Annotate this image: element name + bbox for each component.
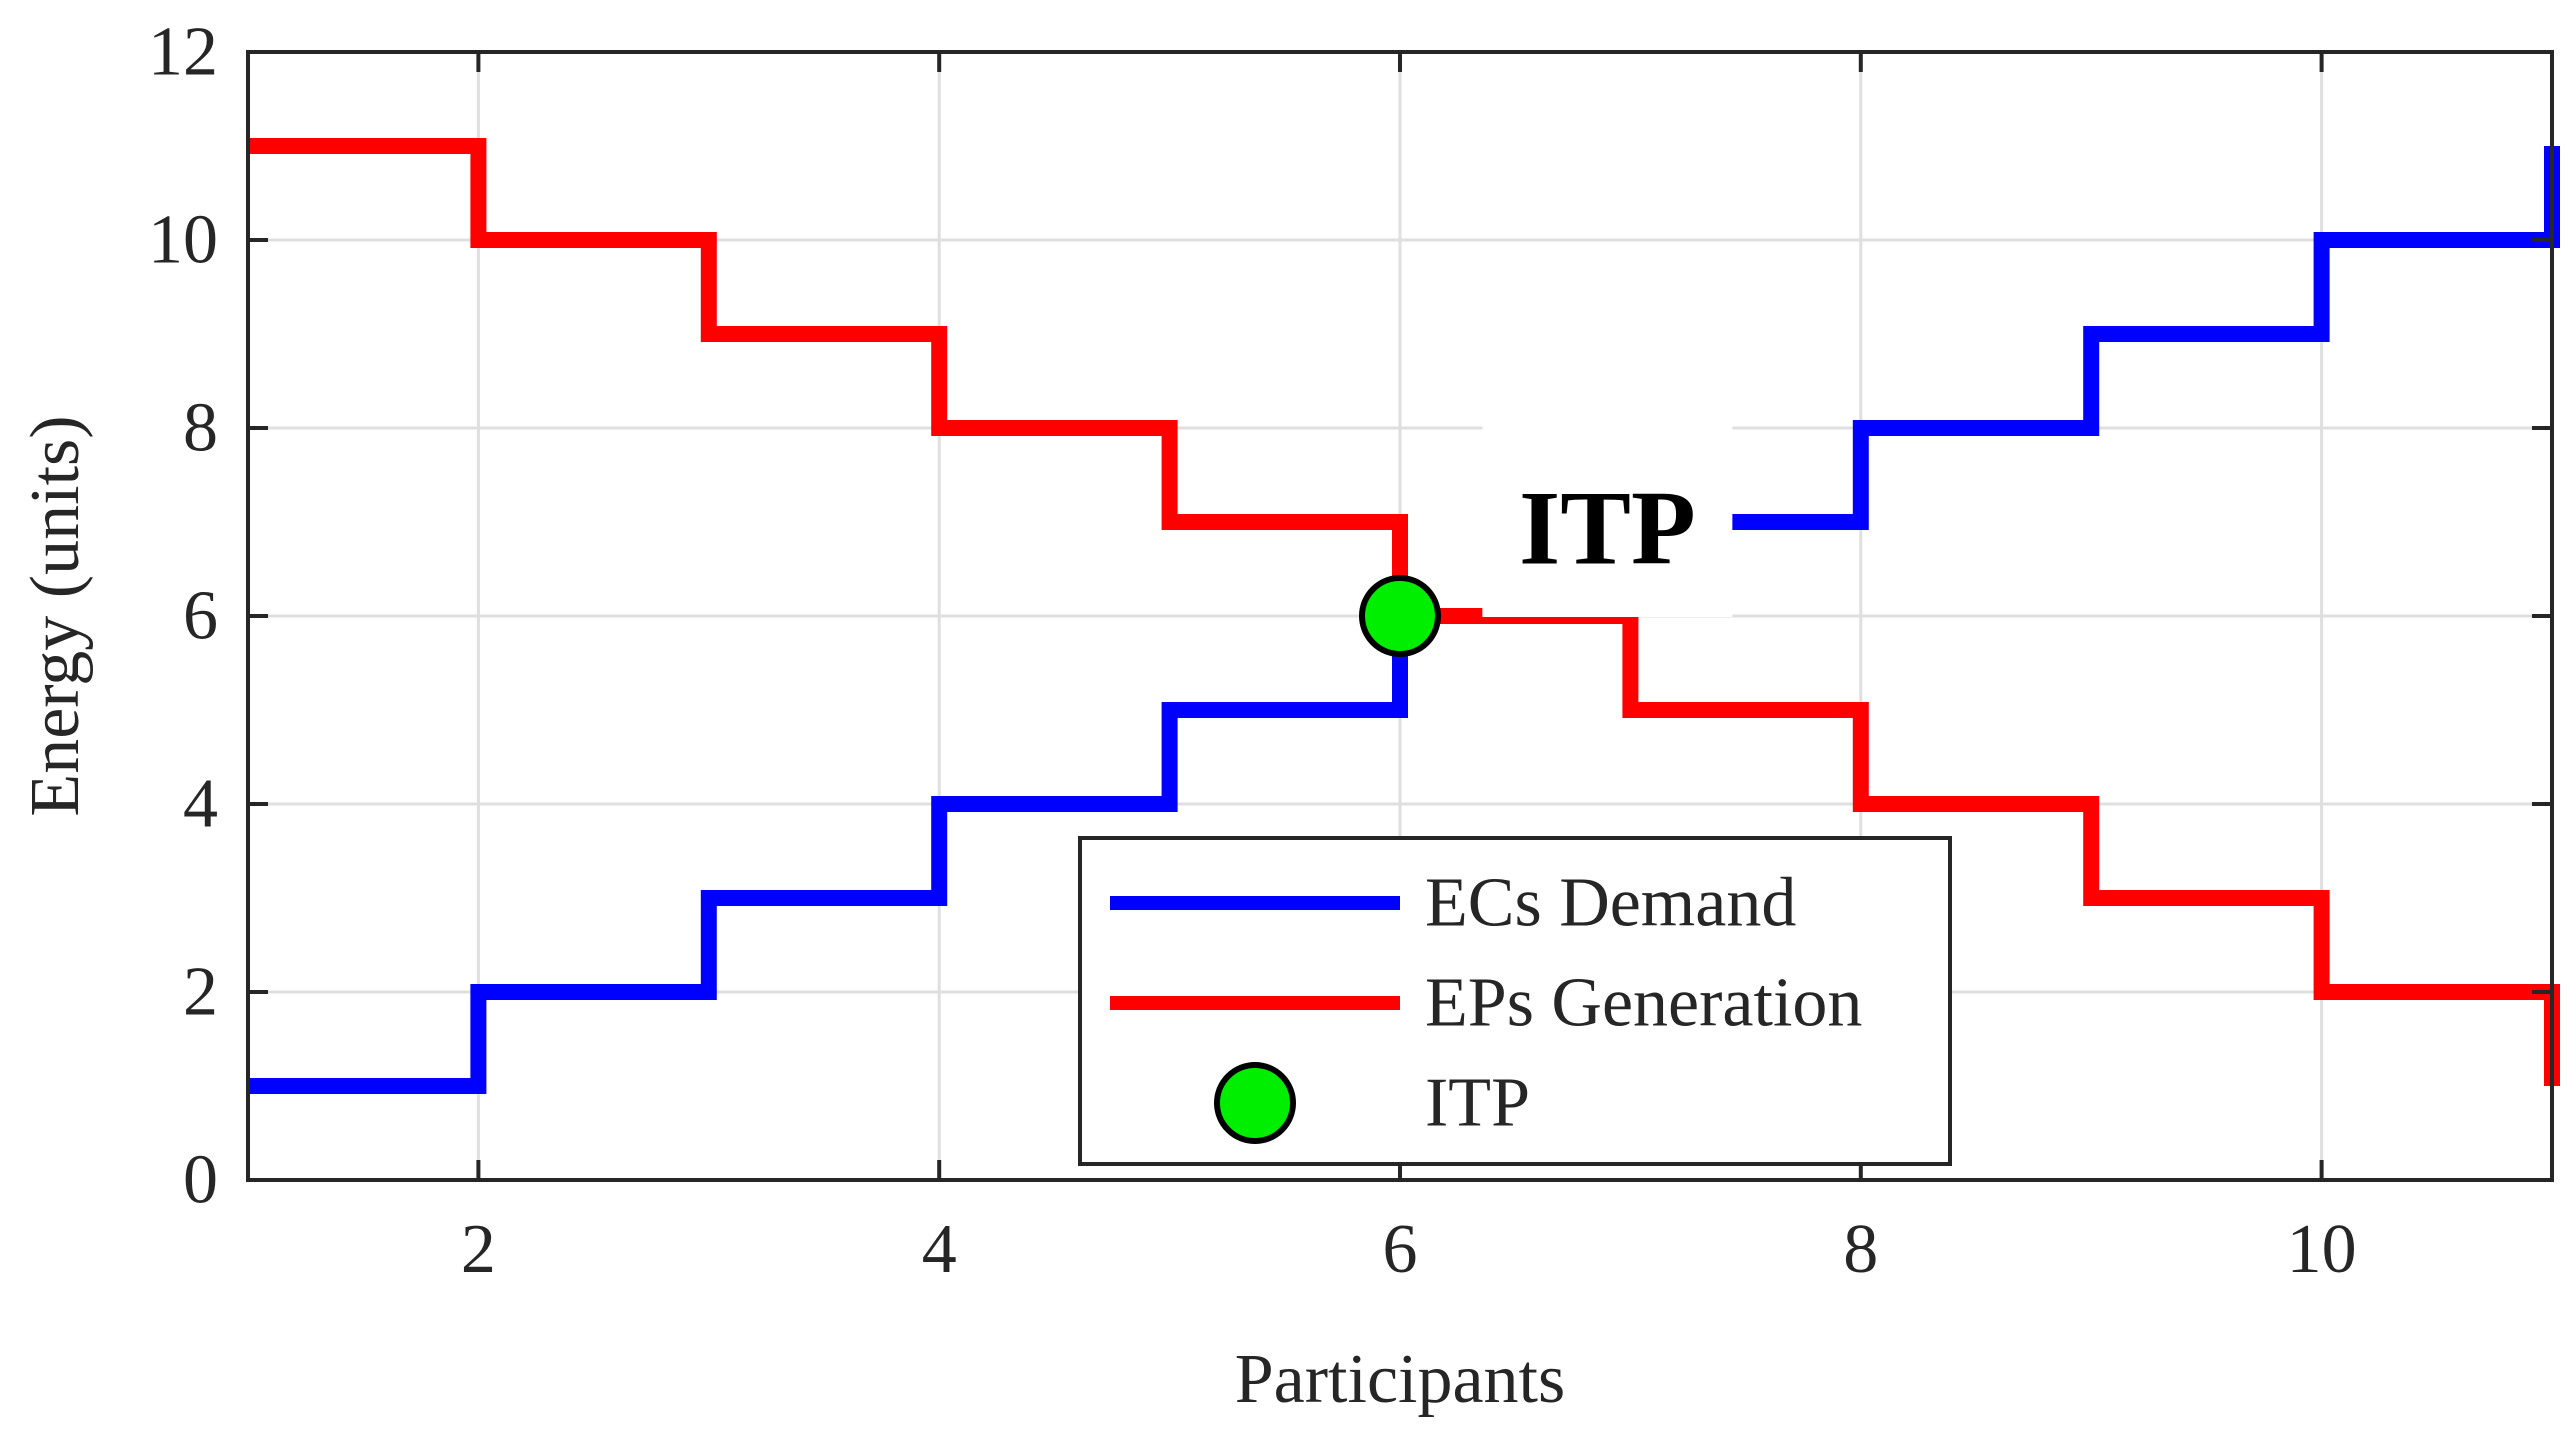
x-tick-label-4: 4	[922, 1211, 957, 1288]
axis-ticks: 2 4 6 8 10 0 2 4 6 8 10 12	[148, 14, 2552, 1288]
x-tick-label-6: 6	[1383, 1211, 1418, 1288]
annotation-background	[1482, 422, 1733, 617]
marker-point-itp	[1359, 575, 1441, 657]
y-axis-label: Energy (units)	[17, 415, 94, 816]
legend-swatch-itp	[1214, 1062, 1296, 1144]
legend-label-itp: ITP	[1425, 1065, 1530, 1142]
x-axis-label: Participants	[1235, 1341, 1565, 1418]
annotation-group: ITP	[1482, 422, 1733, 617]
y-tick-label-12: 12	[148, 14, 218, 91]
x-tick-label-2: 2	[461, 1211, 496, 1288]
legend-label-ecs-demand: ECs Demand	[1425, 865, 1796, 942]
y-tick-label-4: 4	[183, 766, 218, 843]
legend-label-eps-generation: EPs Generation	[1425, 965, 1862, 1042]
y-tick-label-8: 8	[183, 390, 218, 467]
y-tick-label-0: 0	[183, 1142, 218, 1219]
y-tick-label-10: 10	[148, 202, 218, 279]
x-tick-label-8: 8	[1843, 1211, 1878, 1288]
legend: ECs Demand EPs Generation ITP	[1078, 836, 1952, 1166]
annotation-label: ITP	[1519, 470, 1696, 587]
y-tick-label-2: 2	[183, 954, 218, 1031]
marker-group	[1359, 575, 1441, 657]
x-tick-label-10: 10	[2287, 1211, 2357, 1288]
y-tick-label-6: 6	[183, 578, 218, 655]
